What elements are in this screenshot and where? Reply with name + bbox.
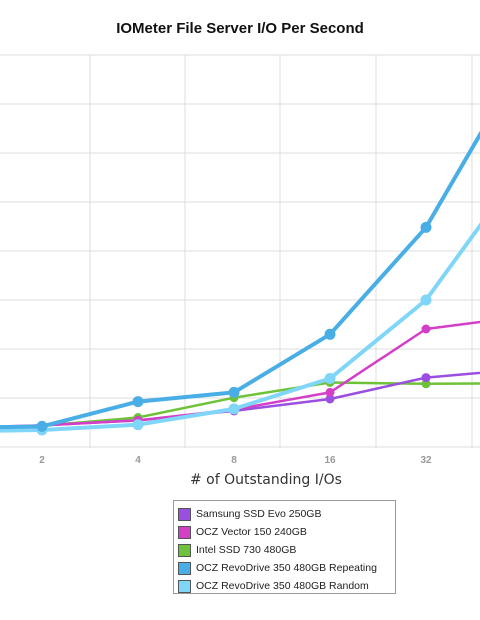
x-tick-label: 16 xyxy=(324,455,336,466)
legend-label: OCZ Vector 150 240GB xyxy=(196,526,307,538)
data-point-ocz-revodrive-350-480gb-repeating xyxy=(228,386,240,398)
legend-swatch xyxy=(178,507,191,521)
data-point-intel-ssd-730-480gb xyxy=(421,379,431,389)
legend-label: Samsung SSD Evo 250GB xyxy=(196,508,322,520)
data-point-ocz-revodrive-350-480gb-random xyxy=(420,294,432,306)
chart-title: IOMeter File Server I/O Per Second xyxy=(116,20,364,37)
x-tick-label: 2 xyxy=(39,455,45,466)
data-point-ocz-revodrive-350-480gb-repeating xyxy=(132,396,144,408)
legend-item: OCZ Vector 150 240GB xyxy=(178,524,307,540)
data-point-ocz-revodrive-350-480gb-repeating xyxy=(36,420,48,432)
series-lines xyxy=(0,130,480,436)
data-point-ocz-revodrive-350-480gb-random xyxy=(324,373,336,384)
legend: Samsung SSD Evo 250GB OCZ Vector 150 240G… xyxy=(173,500,396,594)
legend-item: OCZ RevoDrive 350 480GB Repeating xyxy=(178,560,377,576)
series-line-ocz-revodrive-350-480gb-repeating xyxy=(0,130,480,430)
x-tick-label: 32 xyxy=(420,455,432,466)
line-chart: 2 4 8 16 32 xyxy=(0,54,480,466)
legend-item: Samsung SSD Evo 250GB xyxy=(178,506,321,522)
legend-label: OCZ RevoDrive 350 480GB Repeating xyxy=(196,562,377,574)
data-point-ocz-revodrive-350-480gb-random xyxy=(228,403,240,415)
data-point-ocz-vector-150-240gb xyxy=(325,387,335,397)
x-tick-label: 4 xyxy=(135,455,141,466)
data-point-samsung-ssd-evo-250gb xyxy=(325,394,335,404)
legend-item: Intel SSD 730 480GB xyxy=(178,542,296,558)
legend-item: OCZ RevoDrive 350 480GB Random xyxy=(178,578,369,594)
legend-swatch xyxy=(178,561,191,575)
legend-swatch xyxy=(178,579,191,593)
legend-label: Intel SSD 730 480GB xyxy=(196,544,297,556)
data-point-ocz-revodrive-350-480gb-repeating xyxy=(420,221,432,233)
legend-label: OCZ RevoDrive 350 480GB Random xyxy=(196,580,369,592)
legend-swatch xyxy=(178,525,191,539)
data-point-ocz-revodrive-350-480gb-repeating xyxy=(324,328,336,340)
data-point-ocz-vector-150-240gb xyxy=(421,324,431,334)
data-point-ocz-revodrive-350-480gb-random xyxy=(132,419,144,431)
x-axis-label: # of Outstanding I/Os xyxy=(190,472,342,488)
legend-swatch xyxy=(178,543,191,557)
data-point-samsung-ssd-evo-250gb xyxy=(421,373,431,383)
x-tick-labels: 2 4 8 16 32 xyxy=(39,455,432,466)
x-tick-label: 8 xyxy=(231,455,237,466)
